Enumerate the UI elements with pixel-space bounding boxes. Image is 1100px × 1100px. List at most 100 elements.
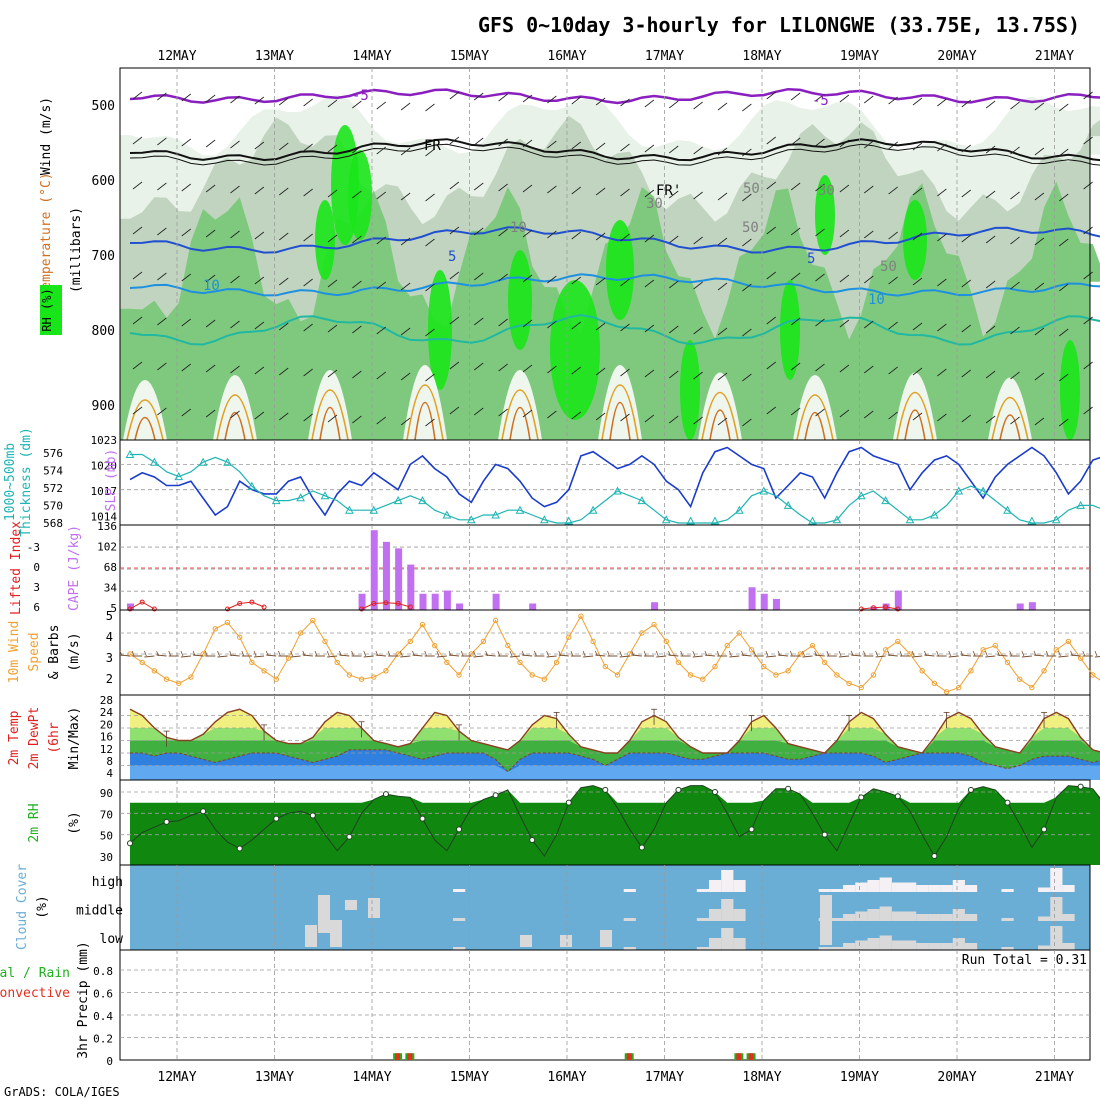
wind-barb [961, 99, 971, 108]
rh-marker [712, 789, 718, 795]
wind-barb [254, 366, 265, 375]
cloud-bar [964, 885, 978, 892]
cloud-bar [696, 947, 710, 950]
wind-speed-marker [541, 676, 548, 682]
li-marker [383, 600, 389, 606]
rh-marker [382, 791, 389, 798]
cloud-bar [623, 889, 636, 892]
wind-barb [254, 411, 265, 420]
rh-pocket [780, 280, 800, 380]
wind-speed-marker [163, 676, 170, 682]
cloud-bar [879, 935, 892, 950]
wind-barb [1059, 418, 1069, 427]
wind-barb-feather [302, 650, 306, 657]
wind-barb [474, 317, 484, 326]
wind-barb [571, 186, 581, 195]
rh-tick: 30 [100, 851, 113, 864]
rh-marker [456, 826, 463, 833]
slp-thickness-panel: 576 574 572 570 568 1023 1020 1017 1014 1000~500m… [3, 427, 1100, 537]
slp-tick: 1020 [91, 460, 118, 473]
wind-barb [620, 278, 630, 287]
rh-marker [419, 815, 426, 822]
ylabel-wind: Wind (m/s) [39, 97, 54, 175]
thickness-marker [808, 516, 817, 525]
wind-barb-feather [1045, 650, 1049, 657]
wind-barb [669, 280, 679, 289]
wind-barb [157, 362, 167, 371]
wind-speed-marker [371, 674, 377, 680]
wind-barb [400, 147, 411, 156]
wind-barb [230, 185, 240, 194]
pressure-tick: 800 [92, 324, 115, 339]
wind-speed-marker [200, 651, 206, 657]
wind-barb [400, 417, 411, 426]
wind-barb [425, 373, 435, 382]
wind-barb [620, 98, 630, 107]
wind-barb [961, 369, 971, 378]
wind-barb [303, 323, 313, 332]
wind-speed-marker [419, 621, 426, 628]
wind-barb [498, 363, 508, 372]
wind-barb [157, 407, 167, 416]
wind-barb-feather [339, 650, 342, 657]
wind-barb [254, 96, 265, 105]
wind-barb-feather [217, 650, 220, 657]
wind-barb [839, 409, 850, 418]
wind-barb [205, 229, 216, 238]
temp-contour-20 [501, 389, 539, 441]
rh-marker [638, 844, 645, 851]
rh-pocket [550, 280, 600, 420]
thickness-marker [1003, 505, 1012, 514]
cloud-bar [820, 895, 832, 945]
wind-barb-feather [1033, 650, 1037, 657]
thickness-marker [978, 486, 988, 495]
cloud-bar [453, 918, 466, 921]
wind-barb [205, 319, 216, 328]
ylabel-wind10m-b: Speed [27, 632, 42, 671]
rh-marker [785, 785, 792, 792]
wind-barb-feather [850, 650, 854, 657]
wind-barb-feather [229, 650, 233, 657]
wind-barb [1083, 136, 1093, 145]
wind-barb [790, 182, 801, 191]
wind-barb [693, 326, 703, 335]
wind-barb-feather [509, 650, 513, 657]
wind-barb [571, 411, 581, 420]
wind-barb-feather [473, 650, 476, 657]
wind-barb [839, 364, 850, 373]
cloud-bar [560, 935, 572, 947]
wind-speed-marker [224, 619, 231, 626]
wind-barb [303, 188, 313, 197]
wind-barb [912, 232, 923, 241]
precip-convective-bar [407, 1053, 413, 1060]
precip-legend-total: Total / Rain [0, 966, 70, 981]
wind-speed-marker [480, 638, 487, 645]
wind-speed-marker [675, 659, 682, 666]
wind-barb [717, 147, 728, 156]
wind-barb [644, 189, 655, 198]
contour-label: 5 [807, 251, 815, 267]
wind-barb [547, 410, 557, 419]
thickness-marker [1076, 500, 1085, 509]
cloud-bar [600, 930, 612, 947]
wind-barb [693, 371, 703, 380]
wind-barb-feather [936, 650, 939, 657]
rh-cone [213, 375, 257, 440]
wind-barb [1059, 238, 1069, 247]
wind-barb [864, 185, 874, 194]
cloud-bar [721, 928, 734, 950]
li-marker [151, 606, 157, 612]
thickness-marker [418, 496, 427, 505]
wind-barb-feather [558, 650, 562, 657]
cloud-bar [843, 943, 856, 950]
wind-barb-feather [570, 650, 574, 657]
wind-barb [717, 372, 728, 381]
wind-barb [400, 282, 411, 291]
cloud-bar [904, 911, 917, 921]
wind-speed-marker [322, 638, 328, 645]
wind-barb [595, 97, 606, 106]
contour-label: 10 [510, 220, 527, 236]
thickness-marker [345, 505, 354, 514]
wind-barb [1010, 191, 1020, 200]
